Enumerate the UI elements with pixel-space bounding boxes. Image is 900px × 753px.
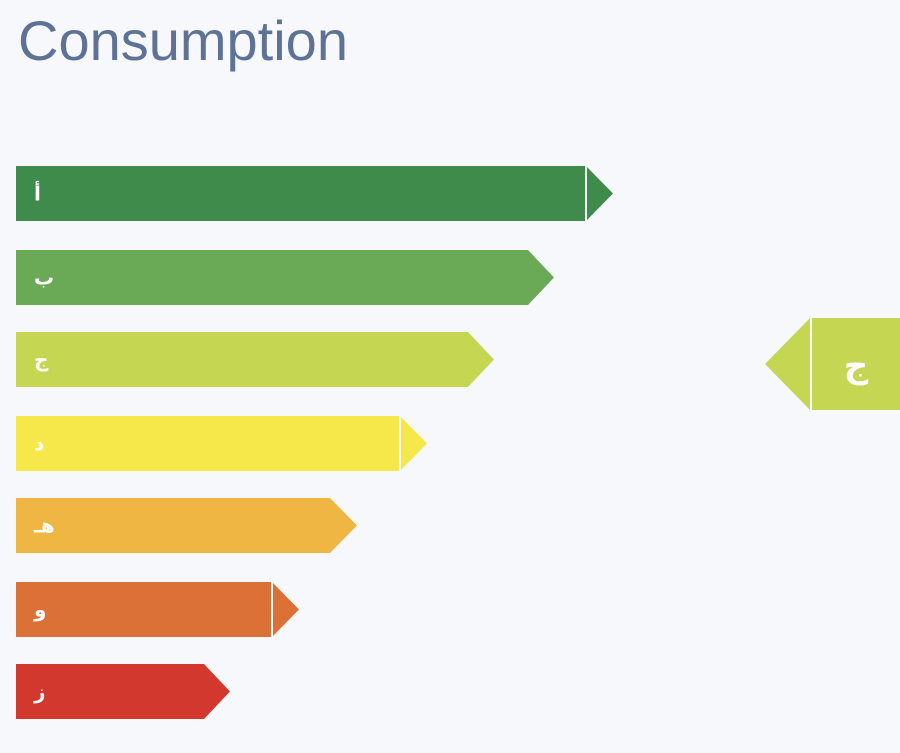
rating-bar <box>16 664 230 719</box>
indicator-arrow <box>765 318 810 410</box>
rating-bar <box>16 166 613 221</box>
rating-bar <box>16 582 299 637</box>
rating-label: و <box>33 598 46 622</box>
rating-bar <box>16 498 357 553</box>
rating-bar <box>16 416 427 471</box>
indicator-box <box>812 318 900 410</box>
rating-label: أ <box>34 180 41 206</box>
rating-bar <box>16 250 554 305</box>
rating-label: ب <box>34 266 54 290</box>
current-rating: ج <box>765 318 900 410</box>
rating-bar <box>16 332 494 387</box>
indicator-label: ج <box>844 346 869 386</box>
rating-label: هـ <box>33 514 55 538</box>
rating-scale: أ ب ج د هـ و ز <box>16 166 613 719</box>
rating-label: د <box>34 432 44 456</box>
rating-label: ز <box>33 680 46 704</box>
title: Consumption <box>18 9 348 72</box>
rating-label: ج <box>34 348 49 372</box>
